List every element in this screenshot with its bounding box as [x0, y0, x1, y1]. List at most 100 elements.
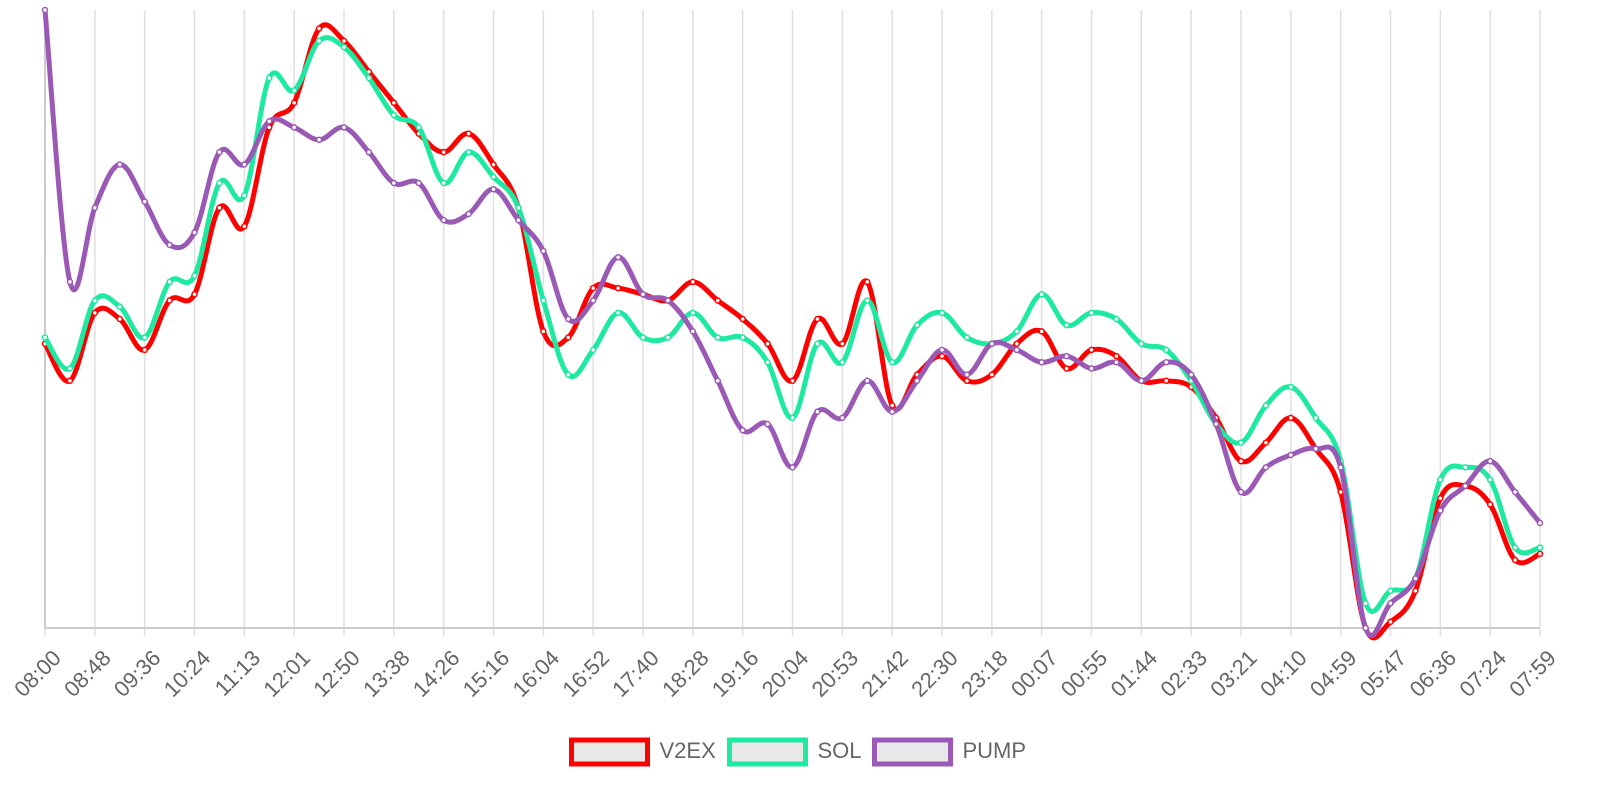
x-tick-label: 10:24 — [159, 645, 216, 702]
point — [839, 359, 846, 366]
legend-swatch — [569, 737, 650, 767]
point — [864, 297, 871, 304]
point — [390, 111, 398, 119]
point — [365, 148, 373, 156]
point — [988, 371, 996, 378]
point — [490, 161, 497, 168]
legend-swatch — [872, 737, 953, 767]
point — [988, 340, 996, 347]
point — [913, 321, 921, 329]
legend-label: SOL — [818, 738, 862, 763]
x-tick-label: 23:18 — [956, 645, 1013, 702]
point — [1462, 482, 1469, 490]
point — [614, 253, 622, 261]
point — [839, 340, 846, 347]
point — [1163, 346, 1170, 354]
x-tick-label: 01:44 — [1106, 645, 1163, 702]
point — [340, 43, 348, 51]
point — [66, 365, 74, 372]
point — [166, 278, 173, 286]
point — [1362, 624, 1369, 632]
point — [66, 377, 74, 385]
legend-swatch — [727, 737, 808, 767]
point — [241, 161, 248, 168]
point — [1113, 359, 1120, 366]
point — [714, 377, 721, 385]
point — [515, 216, 522, 224]
x-tick-label: 07:59 — [1504, 645, 1561, 702]
point — [764, 420, 771, 428]
point — [116, 303, 123, 310]
point — [789, 377, 796, 385]
point — [390, 179, 398, 187]
point — [515, 204, 522, 212]
point — [764, 359, 771, 366]
point — [1262, 439, 1270, 446]
point — [166, 241, 173, 249]
point — [1536, 519, 1544, 527]
point — [41, 6, 49, 14]
point — [540, 297, 547, 304]
point — [614, 309, 622, 317]
point — [66, 278, 74, 286]
point — [241, 192, 248, 199]
point — [290, 87, 298, 94]
point — [938, 309, 946, 317]
point — [839, 414, 846, 422]
point — [565, 371, 572, 378]
point — [565, 334, 572, 341]
point — [864, 377, 871, 385]
x-tick-label: 13:38 — [358, 645, 415, 702]
x-tick-label: 20:04 — [757, 645, 814, 702]
point — [589, 346, 597, 354]
point — [938, 352, 946, 360]
point — [789, 414, 796, 422]
point — [888, 402, 896, 409]
point — [315, 25, 323, 32]
point — [963, 371, 971, 378]
point — [864, 278, 871, 286]
point — [1511, 556, 1519, 564]
point — [415, 124, 422, 131]
point — [216, 148, 223, 156]
point — [266, 74, 273, 82]
point — [1387, 618, 1394, 626]
x-tick-label: 18:28 — [657, 645, 714, 702]
point — [1262, 464, 1270, 471]
point — [1486, 501, 1494, 508]
point — [1312, 445, 1319, 453]
point — [365, 74, 373, 82]
x-tick-label: 00:07 — [1006, 645, 1063, 702]
x-tick-label: 16:52 — [557, 645, 614, 702]
point — [1038, 359, 1045, 366]
point — [1287, 383, 1295, 391]
point — [714, 334, 721, 341]
point — [440, 148, 447, 156]
point — [166, 297, 173, 304]
point — [938, 346, 946, 354]
point — [664, 334, 672, 341]
x-tick-label: 03:21 — [1205, 645, 1262, 702]
point — [639, 291, 647, 298]
point — [1486, 476, 1494, 483]
point — [1013, 340, 1020, 347]
point — [241, 223, 248, 230]
x-tick-label: 15:16 — [458, 645, 515, 702]
point — [266, 117, 273, 125]
point — [415, 179, 422, 187]
point — [589, 297, 597, 304]
x-tick-label: 06:36 — [1405, 645, 1462, 702]
point — [540, 328, 547, 335]
point — [191, 291, 198, 298]
x-tick-label: 11:13 — [210, 645, 265, 700]
x-tick-label: 00:55 — [1056, 645, 1113, 702]
x-tick-label: 08:48 — [59, 645, 116, 702]
point — [1362, 600, 1369, 607]
point — [589, 284, 597, 292]
x-tick-label: 12:01 — [258, 645, 315, 702]
point — [191, 272, 198, 279]
point — [789, 464, 796, 471]
point — [216, 204, 223, 212]
point — [1187, 371, 1195, 378]
point — [1038, 291, 1045, 298]
